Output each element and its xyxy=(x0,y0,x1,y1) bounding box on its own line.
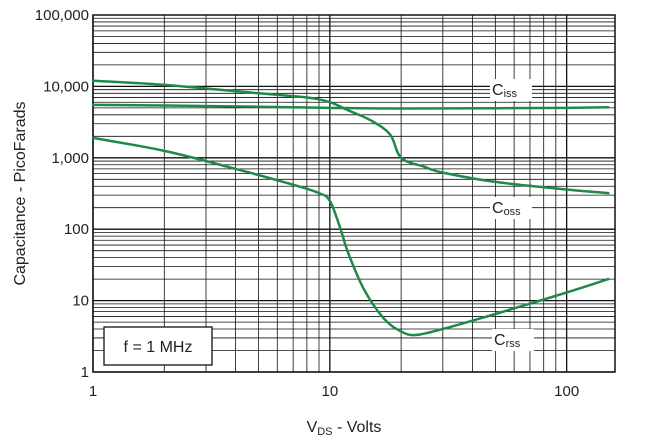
x-tick-label: 10 xyxy=(321,383,338,400)
plot-frame xyxy=(92,14,616,373)
y-tick-label: 100 xyxy=(64,221,89,238)
frequency-note: f = 1 MHz xyxy=(124,339,193,356)
series-label-bg xyxy=(492,329,534,351)
series-label-crss: Crss xyxy=(494,332,521,350)
x-axis-label: VDS - Volts xyxy=(307,419,382,438)
series-lines xyxy=(91,79,610,337)
x-tick-label: 1 xyxy=(89,383,97,400)
frequency-note-box: f = 1 MHz xyxy=(103,326,213,366)
series-line-crss xyxy=(91,136,610,337)
y-tick-label: 10 xyxy=(72,293,89,310)
series-label-coss: Coss xyxy=(492,200,521,218)
grid xyxy=(92,15,615,373)
x-tick-label: 100 xyxy=(554,383,579,400)
series-line-ciss xyxy=(91,103,610,110)
series-labels: Ciss Coss Crss xyxy=(490,79,534,351)
frequency-note-frame xyxy=(103,326,213,366)
series-label-bg xyxy=(490,197,532,219)
series-label-ciss: Ciss xyxy=(492,82,518,100)
y-tick-label: 100,000 xyxy=(35,7,89,24)
series-line-coss xyxy=(91,79,610,195)
tick-labels: 1 10 100 1 10 100 1,000 10,000 100,000 xyxy=(35,7,579,400)
y-tick-label: 1 xyxy=(81,364,89,381)
series-label-bg xyxy=(490,79,532,101)
y-axis-label: Capacitance - PicoFarads xyxy=(12,101,29,285)
y-tick-label: 10,000 xyxy=(43,78,89,95)
y-tick-label: 1,000 xyxy=(51,150,89,167)
